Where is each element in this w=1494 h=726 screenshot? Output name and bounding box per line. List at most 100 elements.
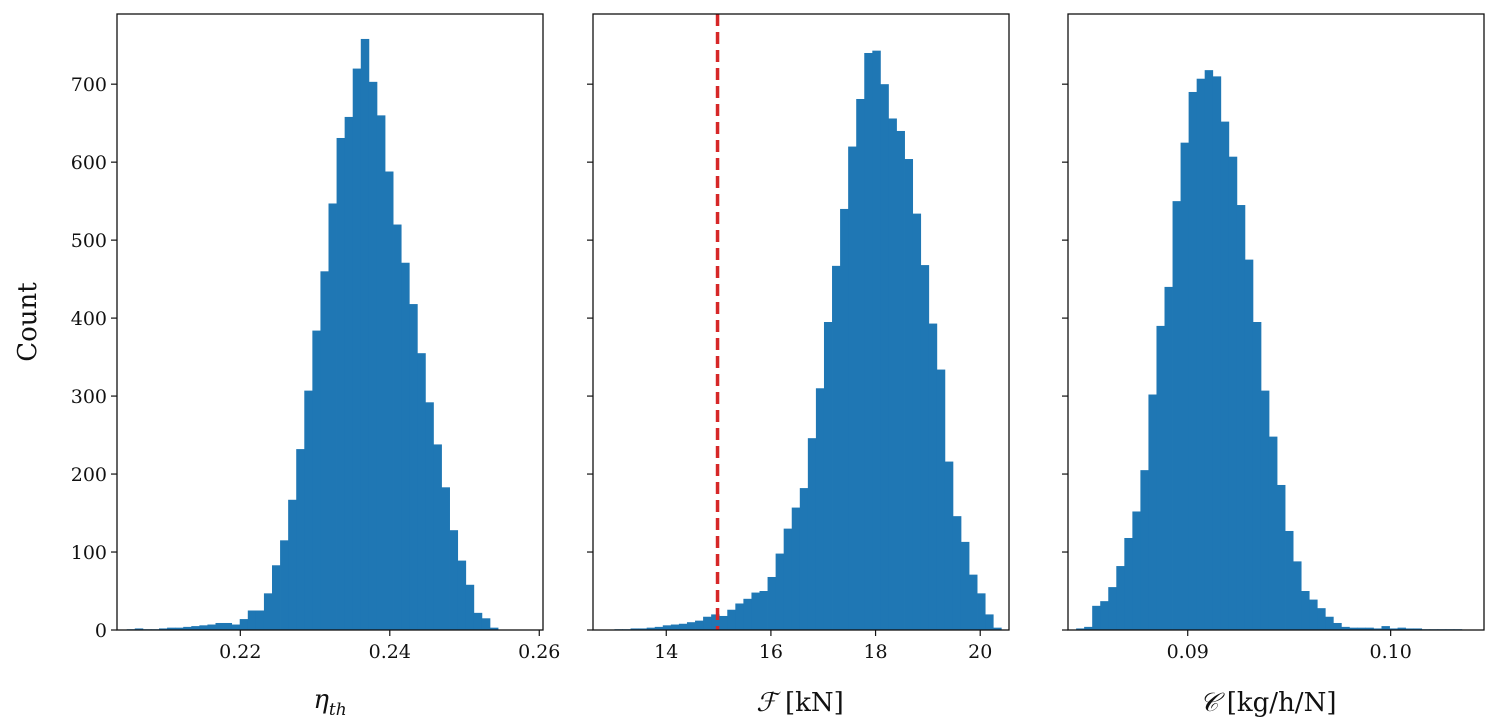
histogram-bars bbox=[126, 38, 499, 631]
histogram-bar bbox=[985, 614, 994, 630]
axis-marks: 14 16 18 20 bbox=[587, 83, 992, 663]
histogram-bar bbox=[1084, 626, 1093, 630]
histogram-bar bbox=[1148, 394, 1157, 630]
axis-marks: 0.09 0.10 bbox=[1062, 83, 1412, 663]
histogram-bar bbox=[662, 625, 672, 630]
histogram-bar bbox=[872, 50, 881, 630]
plot-frame bbox=[1067, 13, 1485, 631]
x-tick-label: 18 bbox=[863, 641, 887, 663]
histogram-bar bbox=[1389, 628, 1398, 630]
histogram-bar bbox=[401, 262, 410, 630]
histogram-bar bbox=[1236, 205, 1246, 631]
panel-tsfc: 0.09 0.10 𝒞 [kg/h/N] bbox=[1062, 13, 1485, 718]
histogram-bar bbox=[425, 402, 434, 630]
histogram-bar bbox=[296, 449, 305, 630]
histogram-bar bbox=[711, 614, 720, 630]
histogram-bar bbox=[336, 137, 346, 631]
histogram-bar bbox=[1228, 156, 1238, 630]
histogram-bar bbox=[1180, 142, 1190, 630]
y-axis-label: Count bbox=[13, 282, 43, 362]
histogram-bar bbox=[888, 118, 897, 631]
histogram-bar bbox=[489, 627, 499, 630]
histogram-bar bbox=[960, 541, 970, 630]
histogram-bar bbox=[1268, 436, 1278, 630]
histogram-bar bbox=[352, 68, 362, 630]
histogram-bar bbox=[864, 52, 873, 631]
x-axis-label: 𝒞 [kg/h/N] bbox=[1200, 688, 1337, 718]
histogram-bar bbox=[840, 208, 849, 630]
y-tick-label: 200 bbox=[71, 464, 107, 486]
x-axis-label: ℱ [kN] bbox=[756, 688, 844, 718]
histogram-bar bbox=[783, 528, 793, 630]
y-tick-label: 700 bbox=[71, 74, 107, 96]
histogram-bar bbox=[1333, 622, 1342, 630]
histogram-bar bbox=[791, 507, 801, 630]
histogram-bars bbox=[614, 50, 1002, 631]
histogram-bar bbox=[1325, 616, 1334, 630]
histogram-bar bbox=[993, 627, 1002, 630]
histogram-bar bbox=[646, 627, 656, 630]
histogram-bar bbox=[385, 171, 394, 630]
histogram-bar bbox=[1244, 259, 1254, 630]
x-tick-label: 20 bbox=[968, 641, 992, 663]
axis-marks: 0 100 200 300 400 500 600 700 0.22 0.24 0.26 bbox=[71, 74, 561, 663]
histogram-bar bbox=[815, 388, 825, 630]
histogram-bar bbox=[272, 565, 281, 630]
histogram-bar bbox=[904, 159, 914, 630]
histogram-bar bbox=[134, 628, 144, 630]
histogram-bar bbox=[759, 591, 768, 630]
histogram-bar bbox=[449, 530, 459, 630]
histogram-bar bbox=[159, 628, 168, 630]
histogram-bar bbox=[409, 304, 418, 630]
x-tick-label: 0.26 bbox=[518, 641, 560, 663]
histogram-bar bbox=[417, 353, 426, 630]
histogram-bar bbox=[1124, 537, 1133, 630]
histogram-bar bbox=[1164, 286, 1173, 630]
histogram-bar bbox=[1309, 599, 1318, 630]
histogram-bar bbox=[936, 369, 946, 630]
histogram-bar bbox=[703, 616, 712, 630]
histogram-bar bbox=[1196, 78, 1206, 631]
histogram-bar bbox=[799, 488, 809, 630]
histogram-bar bbox=[1277, 484, 1286, 630]
histogram-bar bbox=[360, 38, 370, 630]
histogram-bar bbox=[1341, 626, 1350, 630]
x-tick-label: 0.10 bbox=[1369, 641, 1411, 663]
histogram-bar bbox=[823, 322, 833, 630]
histogram-bar bbox=[1132, 511, 1141, 630]
histogram-bar bbox=[880, 84, 889, 631]
histogram-bar bbox=[1140, 470, 1149, 630]
histogram-bar bbox=[638, 628, 648, 630]
histogram-bar bbox=[1301, 591, 1310, 630]
histogram-bar bbox=[775, 553, 785, 630]
histogram-bar bbox=[686, 622, 696, 630]
histogram-bar bbox=[1116, 566, 1125, 630]
histogram-bar bbox=[175, 627, 184, 630]
histogram-bar bbox=[912, 213, 922, 630]
histogram-bar bbox=[215, 622, 224, 630]
histogram-bar bbox=[735, 603, 744, 630]
histogram-bar bbox=[1108, 587, 1117, 630]
histogram-bar bbox=[856, 98, 865, 631]
histogram-bar bbox=[751, 592, 760, 630]
histogram-bar bbox=[481, 618, 491, 630]
histogram-bar bbox=[719, 615, 728, 630]
x-axis-label: ηth bbox=[313, 685, 346, 720]
histogram-bar bbox=[1405, 628, 1415, 630]
histogram-bar bbox=[670, 624, 680, 630]
plot-frame bbox=[592, 13, 1010, 631]
histogram-bar bbox=[1357, 627, 1366, 630]
histogram-bar bbox=[920, 265, 930, 630]
histogram-bar bbox=[247, 610, 257, 630]
histogram-bar bbox=[239, 619, 249, 630]
histogram-bar bbox=[1317, 608, 1326, 630]
histogram-bar bbox=[280, 540, 289, 630]
histogram-bar bbox=[320, 271, 329, 630]
histogram-bars bbox=[1076, 70, 1463, 631]
histogram-bar bbox=[977, 593, 986, 630]
histogram-bar bbox=[1413, 628, 1423, 630]
histogram-bar bbox=[465, 584, 475, 630]
histogram-bar bbox=[1252, 322, 1262, 630]
histogram-bar bbox=[304, 390, 313, 630]
histogram-bar bbox=[441, 487, 450, 630]
